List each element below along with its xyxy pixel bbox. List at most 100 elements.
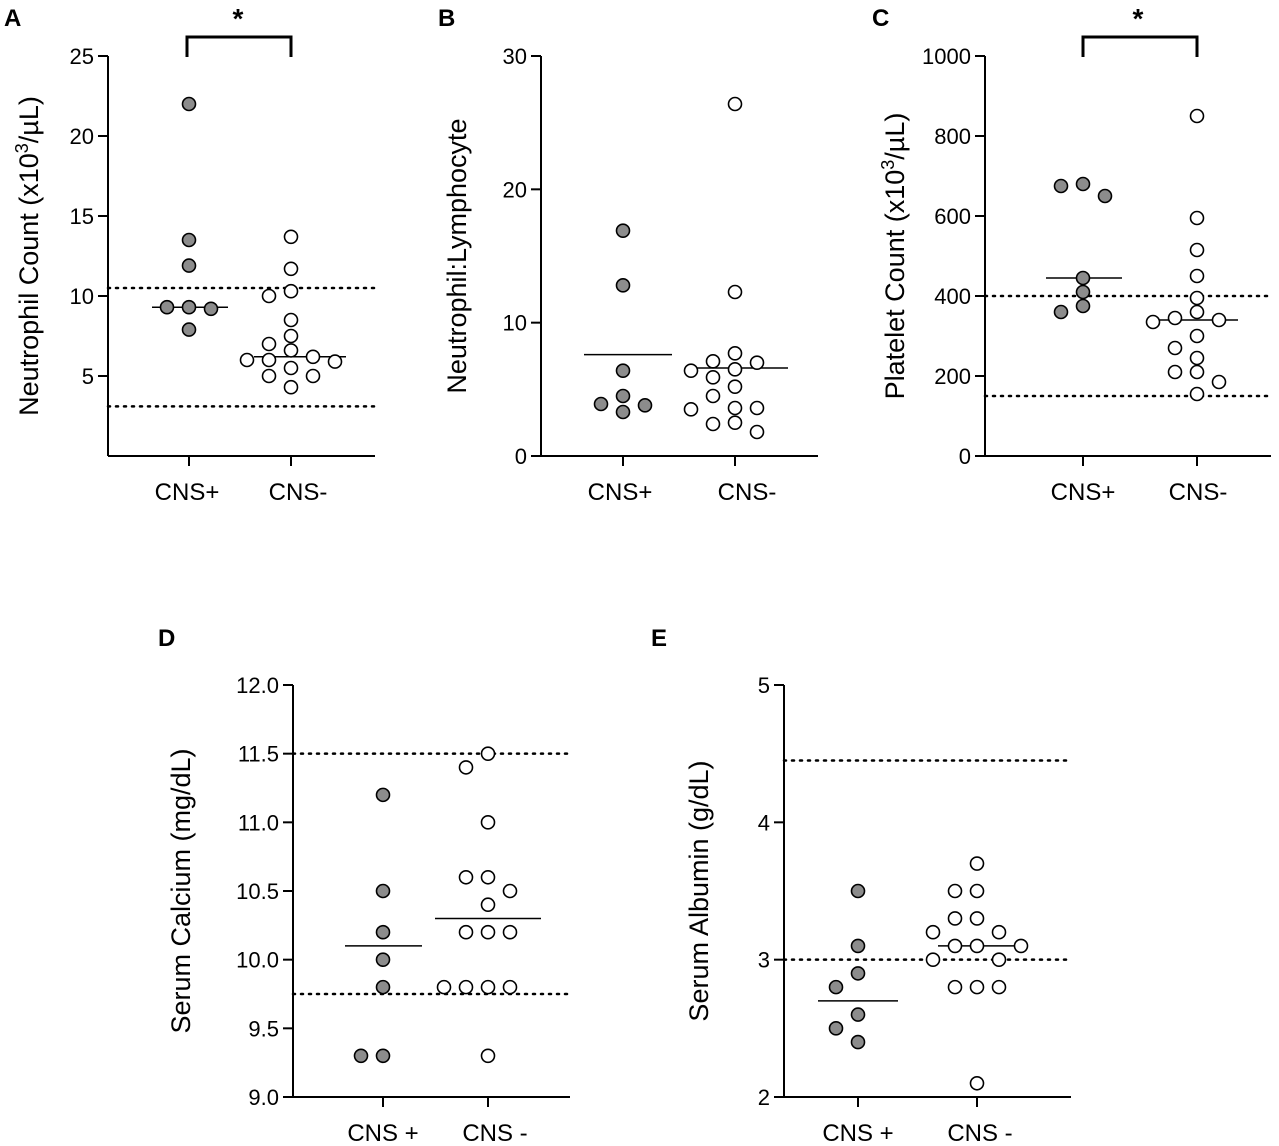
data-point-cns-positive	[615, 388, 631, 404]
data-point-cns-negative	[305, 368, 321, 384]
y-tick-label: 10.0	[236, 948, 279, 973]
data-point-cns-negative	[969, 911, 985, 926]
panel-d: D 9.0 9.5 10.0 10.5 11.0 11.5 12.0 CNS + CNS - Ser…	[158, 625, 572, 1146]
y-tick-label: 1000	[922, 44, 971, 69]
x-tick-label: CNS +	[822, 1120, 893, 1146]
data-point-cns-negative	[705, 354, 721, 369]
data-point-cns-positive	[159, 299, 175, 315]
y-tick-label: 0	[515, 444, 527, 469]
data-point-cns-negative	[727, 346, 743, 361]
data-point-cns-negative	[727, 284, 743, 300]
data-point-cns-negative	[749, 400, 765, 416]
data-point-cns-positive	[181, 232, 197, 248]
y-tick-label: 800	[934, 124, 971, 149]
data-point-cns-negative	[969, 883, 985, 899]
data-point-cns-negative	[1189, 328, 1205, 344]
data-point-cns-negative	[502, 979, 518, 995]
data-point-cns-negative	[969, 1075, 985, 1091]
significance-bracket	[1081, 35, 1199, 57]
data-point-cns-negative	[327, 354, 343, 369]
y-tick-label: 12.0	[236, 673, 279, 698]
data-point-cns-positive	[850, 1034, 866, 1050]
y-tick-label: 11.5	[238, 742, 279, 767]
x-tick-label: CNS +	[347, 1120, 418, 1146]
data-point-cns-negative	[1189, 350, 1205, 366]
y-tick-label: 30	[503, 44, 527, 69]
data-point-cns-negative	[480, 897, 496, 913]
panel-letter: B	[438, 5, 455, 32]
data-point-cns-negative	[458, 760, 474, 775]
data-point-cns-negative	[283, 283, 299, 299]
data-point-cns-positive	[375, 1048, 391, 1064]
y-axis-title-tail: /µL)	[14, 96, 44, 143]
data-point-cns-negative	[1189, 364, 1205, 380]
data-point-cns-negative	[480, 746, 496, 761]
panel-a: A 5 10 15 20 25 CNS+ CNS- Neutrophil Count (x103…	[4, 3, 377, 506]
data-point-cns-negative	[458, 869, 474, 885]
data-point-cns-negative	[1211, 374, 1227, 390]
data-point-cns-negative	[991, 924, 1007, 940]
data-point-cns-positive	[850, 938, 866, 954]
x-tick-label: CNS-	[1169, 479, 1228, 506]
y-tick-label: 20	[503, 177, 527, 202]
data-point-cns-positive	[375, 787, 391, 803]
data-point-cns-negative	[1167, 310, 1183, 326]
data-point-cns-negative	[1145, 314, 1161, 330]
y-axis-title: Neutrophil:Lymphocyte	[442, 118, 472, 393]
data-point-cns-negative	[480, 869, 496, 885]
data-point-cns-negative	[458, 924, 474, 940]
data-point-cns-positive	[375, 979, 391, 995]
y-tick-label: 15	[70, 204, 94, 229]
data-point-cns-negative	[749, 424, 765, 440]
data-point-cns-positive	[181, 299, 197, 315]
data-point-cns-negative	[283, 261, 299, 277]
data-point-cns-positive	[375, 924, 391, 940]
data-point-cns-negative	[458, 979, 474, 995]
data-point-cns-negative	[705, 370, 721, 385]
data-point-cns-negative	[502, 883, 518, 899]
data-point-cns-positive	[828, 979, 844, 995]
data-point-cns-negative	[239, 352, 255, 368]
data-point-cns-negative	[261, 336, 277, 352]
y-axis-title-base: Neutrophil Count (x10	[14, 153, 44, 416]
significance-bracket	[185, 35, 293, 57]
data-point-cns-negative	[727, 400, 743, 416]
data-point-cns-negative	[283, 343, 299, 358]
data-point-cns-negative	[683, 402, 699, 417]
data-point-cns-negative	[261, 368, 277, 384]
data-point-cns-positive	[1075, 284, 1091, 300]
data-point-cns-negative	[1189, 210, 1205, 226]
y-tick-label: 3	[758, 948, 770, 973]
data-point-cns-negative	[969, 979, 985, 995]
data-point-cns-negative	[261, 352, 277, 368]
x-tick-label: CNS-	[269, 479, 328, 506]
data-point-cns-negative	[1167, 340, 1183, 356]
y-tick-label: 4	[758, 810, 770, 835]
data-point-cns-positive	[850, 966, 866, 981]
data-point-cns-positive	[615, 404, 631, 420]
y-tick-label: 10	[503, 311, 527, 336]
data-point-cns-negative	[283, 379, 299, 395]
panel-letter: C	[872, 5, 889, 32]
data-point-cns-negative	[480, 924, 496, 940]
data-point-cns-negative	[1189, 268, 1205, 284]
data-point-cns-negative	[947, 938, 963, 954]
data-point-cns-positive	[375, 952, 391, 967]
data-point-cns-positive	[850, 883, 866, 899]
y-axis-title: Neutrophil Count (x103/µL)	[12, 96, 44, 416]
data-point-cns-negative	[283, 312, 299, 328]
panel-letter: A	[4, 5, 21, 32]
y-tick-label: 11.0	[238, 810, 279, 835]
panel-letter: E	[651, 625, 667, 652]
x-tick-label: CNS-	[718, 479, 777, 506]
data-point-cns-negative	[705, 388, 721, 404]
data-point-cns-negative	[727, 362, 743, 377]
data-point-cns-positive	[181, 258, 197, 273]
y-tick-label: 2	[758, 1085, 770, 1110]
data-point-cns-positive	[203, 301, 219, 317]
data-point-cns-positive	[615, 223, 631, 238]
data-point-cns-negative	[480, 979, 496, 995]
data-point-cns-negative	[1189, 242, 1205, 258]
data-point-cns-negative	[436, 979, 452, 995]
data-point-cns-positive	[615, 363, 631, 378]
